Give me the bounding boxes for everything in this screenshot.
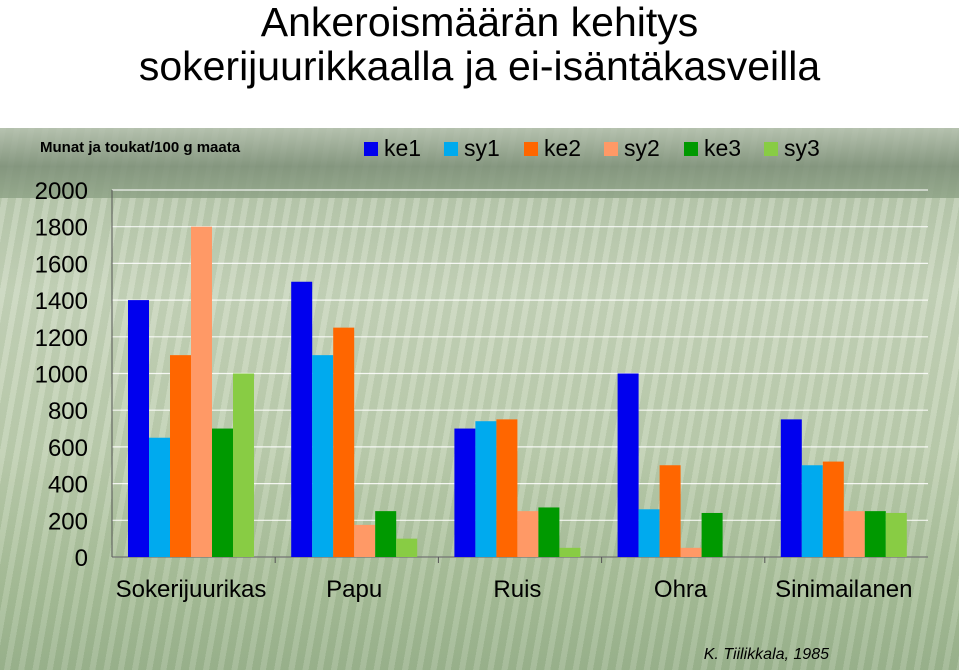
y-tick-label: 400 <box>48 472 88 499</box>
y-tick-label: 800 <box>48 398 88 425</box>
legend-label-ke1: ke1 <box>384 135 421 161</box>
legend-swatch-ke1 <box>364 142 378 156</box>
treeline-background <box>0 128 959 198</box>
bar-ke3-4 <box>864 511 886 557</box>
bar-sy2-1 <box>354 524 376 557</box>
bar-ke2-0 <box>170 355 191 557</box>
bars <box>128 226 907 557</box>
y-tick-label: 1800 <box>35 215 88 242</box>
x-tick-label: Ruis <box>493 576 541 603</box>
x-tick-label: Sokerijuurikas <box>116 576 267 603</box>
bar-sy2-2 <box>517 511 539 557</box>
y-tick-label: 200 <box>48 508 88 535</box>
bar-sy2-0 <box>191 226 212 557</box>
legend: ke1 sy1 ke2 sy2 ke3 sy3 <box>364 135 820 161</box>
bar-ke1-2 <box>454 428 476 557</box>
legend-swatch-sy2 <box>604 142 618 156</box>
legend-swatch-sy1 <box>444 142 458 156</box>
y-tick-label: 1400 <box>35 288 88 315</box>
legend-swatch-sy3 <box>764 142 778 156</box>
bar-sy1-3 <box>638 509 660 557</box>
bar-sy2-4 <box>843 511 865 557</box>
y-tick-labels: 0 200 400 600 800 1000 1200 1400 1600 1800 2000 <box>35 178 88 572</box>
bar-ke3-1 <box>375 511 397 557</box>
bar-sy2-3 <box>680 547 702 557</box>
bar-sy1-4 <box>801 465 823 557</box>
bar-ke1-0 <box>128 300 149 557</box>
bar-sy3-0 <box>233 373 254 557</box>
bar-ke2-4 <box>822 461 844 557</box>
bar-sy3-4 <box>885 512 907 557</box>
legend-label-sy3: sy3 <box>784 135 820 161</box>
y-tick-label: 0 <box>75 545 88 572</box>
x-tick-label: Ohra <box>654 576 708 603</box>
y-tick-label: 2000 <box>35 178 88 205</box>
legend-label-ke3: ke3 <box>704 135 741 161</box>
legend-label-sy1: sy1 <box>464 135 500 161</box>
legend-label-sy2: sy2 <box>624 135 660 161</box>
bar-sy1-0 <box>149 437 170 557</box>
bar-ke1-3 <box>617 373 639 557</box>
bar-sy3-1 <box>396 538 418 557</box>
y-tick-label: 1600 <box>35 251 88 278</box>
bar-ke3-3 <box>701 512 723 557</box>
bar-sy1-2 <box>475 421 497 557</box>
y-tick-label: 600 <box>48 435 88 462</box>
bar-ke1-1 <box>291 281 313 557</box>
bar-ke2-3 <box>659 465 681 557</box>
bar-ke1-4 <box>780 419 802 557</box>
x-tick-labels: Sokerijuurikas Papu Ruis Ohra Sinimailanen <box>116 576 913 603</box>
legend-swatch-ke3 <box>684 142 698 156</box>
title-line-2: sokerijuurikkaalla ja ei-isäntäkasveilla <box>138 43 821 89</box>
title-line-1: Ankeroismäärän kehitys <box>260 0 699 45</box>
legend-label-ke2: ke2 <box>544 135 581 161</box>
legend-swatch-ke2 <box>524 142 538 156</box>
chart-title: Ankeroismäärän kehitys sokerijuurikkaall… <box>0 0 959 88</box>
bar-ke3-2 <box>538 507 560 557</box>
bar-sy1-1 <box>312 355 334 557</box>
x-tick-label: Papu <box>326 576 382 603</box>
bar-ke3-0 <box>212 428 233 557</box>
bar-sy3-2 <box>559 547 581 557</box>
bar-ke2-2 <box>496 419 518 557</box>
y-tick-label: 1000 <box>35 362 88 389</box>
field-background <box>0 128 959 670</box>
y-tick-label: 1200 <box>35 325 88 352</box>
x-tick-label: Sinimailanen <box>775 576 912 603</box>
source-caption: K. Tiilikkala, 1985 <box>703 646 829 663</box>
y-axis-label: Munat ja toukat/100 g maata <box>40 139 241 156</box>
bar-ke2-1 <box>333 327 355 557</box>
